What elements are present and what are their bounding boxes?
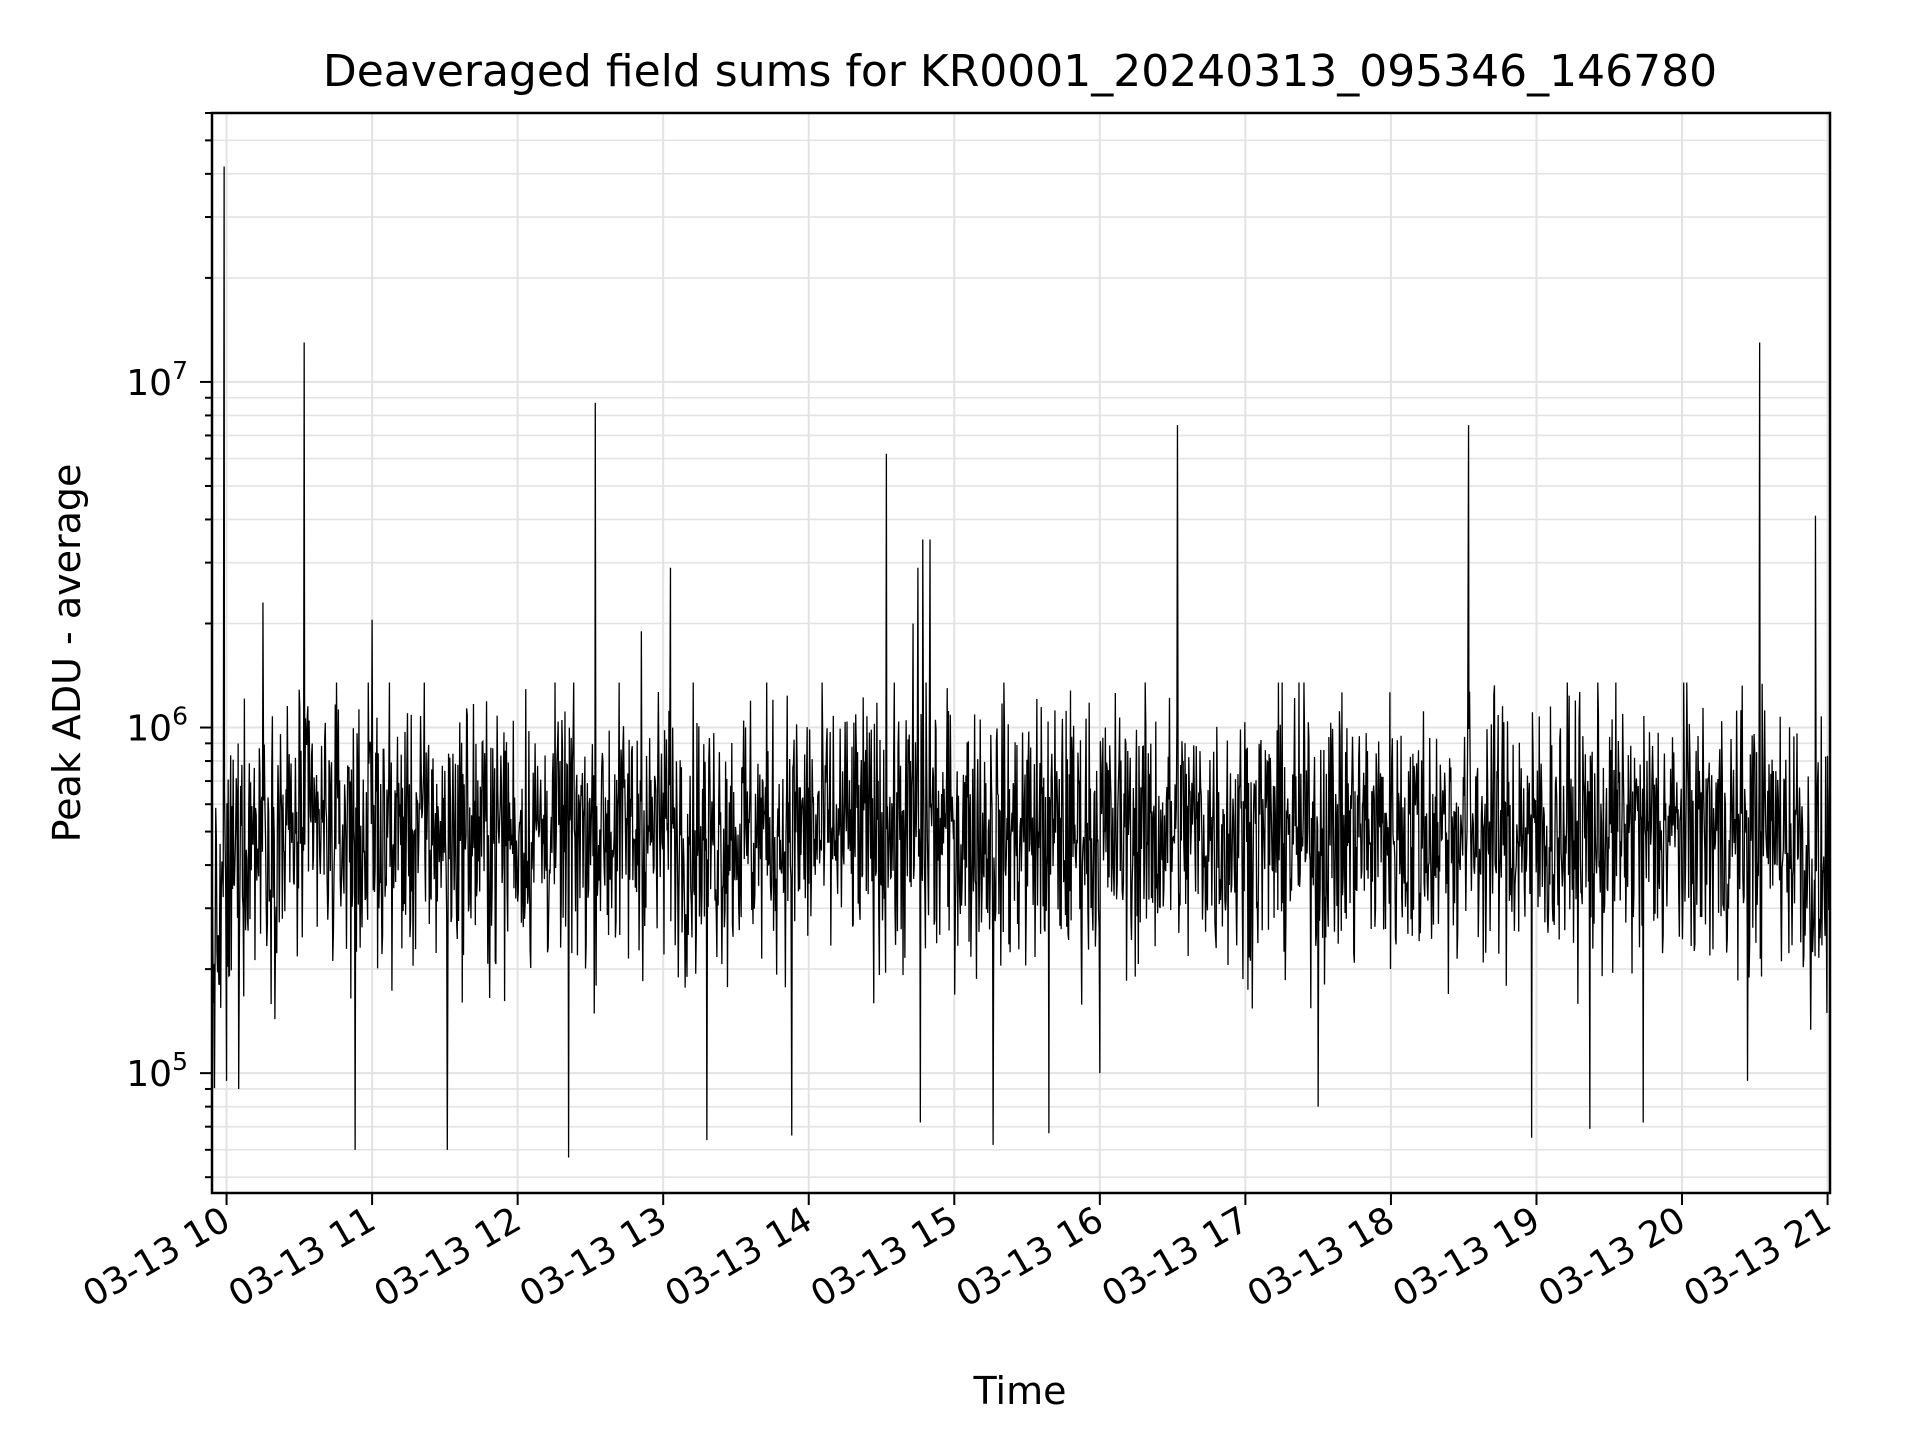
y-tick-label: 105 — [126, 1047, 188, 1095]
y-tick-exponent: 6 — [172, 702, 188, 731]
chart-title: Deaveraged field sums for KR0001_2024031… — [323, 46, 1717, 97]
series-line — [211, 166, 1831, 1158]
y-tick-exponent: 5 — [172, 1047, 188, 1076]
y-tick-base: 10 — [126, 709, 172, 750]
y-tick-label: 107 — [126, 356, 188, 404]
y-tick-label: 106 — [126, 702, 188, 750]
x-axis-label: Time — [973, 1369, 1067, 1413]
series — [211, 166, 1831, 1158]
plot-frame — [210, 111, 1832, 1195]
y-tick-base: 10 — [126, 363, 172, 404]
y-tick-base: 10 — [126, 1054, 172, 1095]
y-axis-label: Peak ADU - average — [45, 464, 89, 843]
y-tick-exponent: 7 — [172, 356, 188, 385]
